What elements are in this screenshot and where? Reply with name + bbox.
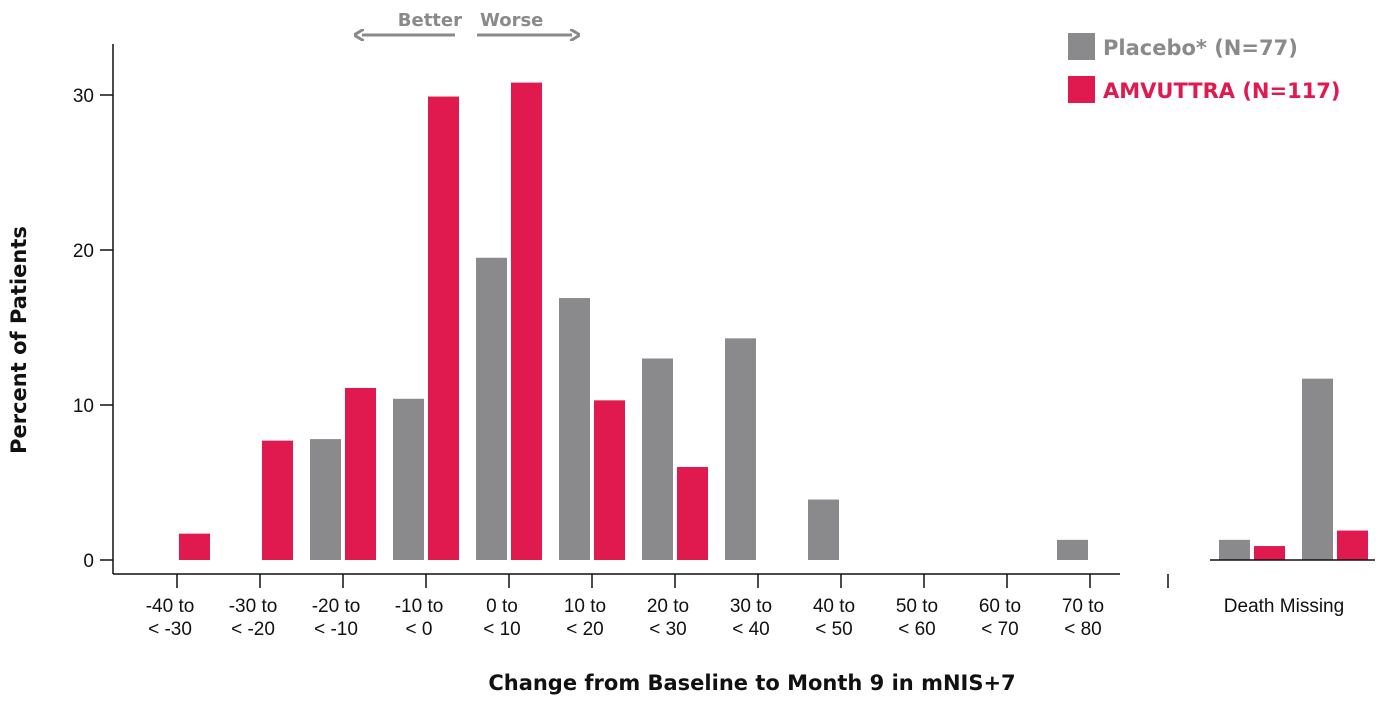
legend-swatch-placebo xyxy=(1068,33,1095,60)
y-tick-label-20: 20 xyxy=(73,241,94,262)
bar-amvuttra-4 xyxy=(511,82,542,560)
better-label: Better xyxy=(398,10,462,31)
bar-amvuttra-death xyxy=(1254,546,1285,560)
bar-amvuttra-6 xyxy=(677,467,708,560)
x-tick-label-5: 10 to < 20 xyxy=(564,596,606,640)
bar-placebo-7 xyxy=(725,338,756,560)
x-tick-label-2: -20 to < -10 xyxy=(312,596,361,640)
y-ticks-group: 0 10 20 30 xyxy=(73,86,113,572)
legend-label-amvuttra: AMVUTTRA (N=117) xyxy=(1103,79,1341,103)
bar-placebo-6 xyxy=(642,358,673,560)
x-ticks-group: -40 to < -30 -30 to < -20 -20 to < -10 -10 to <… xyxy=(146,574,1344,640)
x-axis-title: Change from Baseline to Month 9 in mNIS+… xyxy=(488,671,1015,695)
x-tick-label-0: -40 to < -30 xyxy=(146,596,195,640)
bar-placebo-8 xyxy=(808,499,839,560)
x-tick-label-11: 70 to < 80 xyxy=(1062,596,1104,640)
x-tick-label-7: 30 to < 40 xyxy=(730,596,772,640)
bar-placebo-3 xyxy=(393,398,424,560)
x-tick-label-9: 50 to < 60 xyxy=(896,596,938,640)
bar-amvuttra-2 xyxy=(345,387,376,560)
worse-label: Worse xyxy=(480,10,543,31)
y-tick-label-30: 30 xyxy=(73,86,94,107)
legend: Placebo* (N=77) AMVUTTRA (N=117) xyxy=(1068,33,1341,103)
bar-placebo-death xyxy=(1219,539,1250,560)
x-tick-label-6: 20 to < 30 xyxy=(647,596,689,640)
bar-placebo-4 xyxy=(476,257,507,560)
bars-group xyxy=(179,82,1368,561)
direction-annotation: Better Worse xyxy=(362,10,572,35)
y-axis-title: Percent of Patients xyxy=(7,226,31,454)
bar-amvuttra-5 xyxy=(594,400,625,560)
bar-placebo-5 xyxy=(559,298,590,560)
x-tick-label-4: 0 to < 10 xyxy=(483,596,521,640)
bar-amvuttra-0 xyxy=(179,533,210,560)
bar-amvuttra-1 xyxy=(262,440,293,560)
x-tick-label-1: -30 to < -20 xyxy=(229,596,278,640)
bar-placebo-11 xyxy=(1057,539,1088,560)
x-tick-label-death-missing: Death Missing xyxy=(1224,596,1344,617)
bar-placebo-2 xyxy=(310,439,341,560)
x-tick-label-10: 60 to < 70 xyxy=(979,596,1021,640)
legend-swatch-amvuttra xyxy=(1068,76,1095,103)
x-tick-label-3: -10 to < 0 xyxy=(395,596,444,640)
bar-placebo-missing xyxy=(1302,378,1333,560)
x-tick-label-8: 40 to < 50 xyxy=(813,596,855,640)
y-tick-label-10: 10 xyxy=(73,396,94,417)
bar-amvuttra-missing xyxy=(1337,530,1368,560)
y-tick-label-0: 0 xyxy=(83,551,94,572)
bar-amvuttra-3 xyxy=(428,96,459,561)
legend-label-placebo: Placebo* (N=77) xyxy=(1103,36,1298,60)
